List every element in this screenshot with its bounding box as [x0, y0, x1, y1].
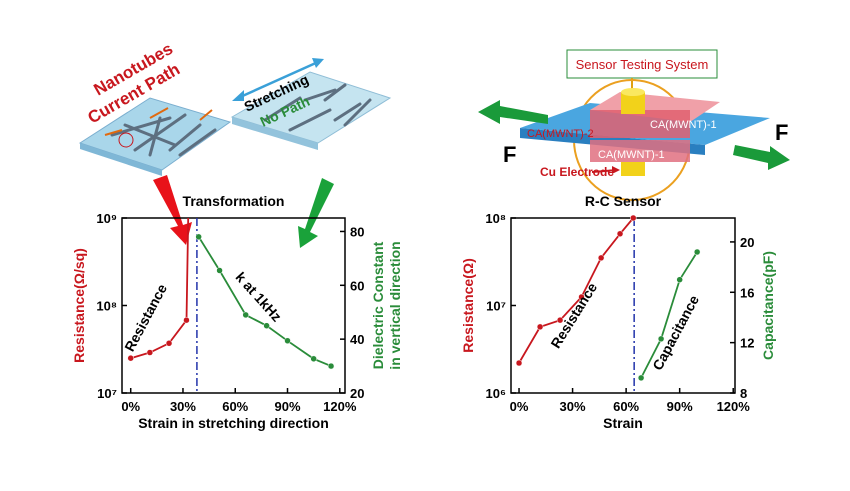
y-tick-label: 10⁹ [96, 211, 117, 226]
y2-tick-label: 60 [350, 278, 364, 293]
x-tick-label: 30% [170, 399, 196, 414]
sensor-diagram: Sensor Testing System F F CA(MWNT)-2 CA(… [478, 49, 790, 201]
arrowhead [312, 58, 324, 68]
nanotubes [110, 113, 217, 157]
point [183, 316, 190, 324]
point [284, 337, 291, 345]
label: F [775, 120, 788, 145]
x-tick-label: 30% [560, 399, 586, 414]
y2-tick-label: 80 [350, 224, 364, 239]
chart-title: Transformation [183, 193, 285, 209]
plot-frame [510, 217, 736, 394]
y-axis-label: Resistance(Ω) [460, 258, 476, 352]
film-stretched [230, 71, 392, 144]
y2-axis-label: Capacitance(pF) [760, 251, 776, 360]
nanotubes [263, 83, 372, 132]
green-arrow [298, 178, 334, 248]
point [263, 322, 270, 329]
x-tick-label: 120% [717, 399, 751, 414]
point [146, 349, 154, 356]
point [310, 355, 317, 363]
point [556, 316, 564, 324]
x-axis-label: Strain [603, 415, 643, 431]
current-arrows [104, 107, 213, 136]
annotation: Resistance [121, 281, 170, 354]
y-axis-label: Resistance(Ω/sq) [71, 248, 87, 363]
arrowhead [232, 90, 244, 101]
label: Sensor Testing System [576, 57, 709, 72]
x-tick-label: 90% [274, 399, 300, 414]
film-edge [80, 143, 162, 176]
label: CA(MWNT)-2 [527, 128, 594, 140]
x-tick-label: 60% [222, 399, 248, 414]
layer [590, 110, 690, 138]
series-line [518, 217, 634, 364]
annotation: k at 1kHz [232, 269, 285, 325]
y-tick-label: 10⁸ [485, 211, 506, 226]
x-tick-label: 0% [510, 399, 529, 414]
y-tick-label: 10⁷ [97, 386, 117, 401]
red-arrow [153, 175, 192, 245]
stretch-diagram: Nanotubes Current Path Stretching No Pat… [78, 39, 392, 248]
y-tick-label: 10⁶ [486, 386, 506, 401]
stretch-arrow [237, 60, 319, 100]
point [242, 311, 249, 319]
y2-tick-label: 8 [740, 386, 747, 401]
label: Cu Electrode [540, 165, 614, 179]
y2-axis-label: Dielectric Constant [370, 241, 386, 369]
series-line [640, 251, 698, 379]
force-arrow [478, 100, 548, 124]
y-tick-label: 10⁷ [486, 299, 506, 314]
x-tick-label: 0% [121, 399, 140, 414]
force-arrow [733, 145, 790, 170]
point [630, 214, 637, 222]
y2-tick-label: 16 [740, 285, 754, 300]
contact [118, 132, 134, 148]
point [165, 340, 173, 347]
point [216, 267, 223, 274]
x-tick-label: 90% [667, 399, 693, 414]
layer [590, 140, 690, 162]
label: CA(MWNT)-1 [650, 119, 717, 131]
point [327, 362, 335, 370]
point [515, 359, 523, 367]
label: F [503, 142, 516, 167]
annotation: Resistance [547, 280, 600, 351]
label: CA(MWNT)-1 [598, 149, 665, 161]
y2-tick-label: 40 [350, 332, 364, 347]
x-tick-label: 120% [323, 399, 357, 414]
point [578, 293, 585, 301]
point [693, 248, 701, 256]
point [536, 323, 544, 331]
y2-tick-label: 12 [740, 336, 754, 351]
y2-tick-label: 20 [740, 235, 754, 250]
y2-axis-label: in vertical direction [387, 241, 403, 369]
x-tick-label: 60% [613, 399, 639, 414]
y2-tick-label: 20 [350, 386, 364, 401]
electrode [621, 162, 645, 176]
y-tick-label: 10⁸ [96, 299, 117, 314]
electrode [621, 92, 645, 114]
point [676, 276, 683, 283]
annotation: Capacitance [649, 292, 702, 373]
point [127, 354, 134, 362]
point [657, 335, 665, 343]
system-box [566, 49, 718, 79]
point [616, 230, 624, 238]
film-edge [232, 117, 318, 150]
point [597, 254, 605, 262]
point [637, 374, 645, 382]
point [195, 233, 202, 241]
x-axis-label: Strain in stretching direction [138, 415, 329, 431]
chart-title: R-C Sensor [585, 193, 662, 209]
